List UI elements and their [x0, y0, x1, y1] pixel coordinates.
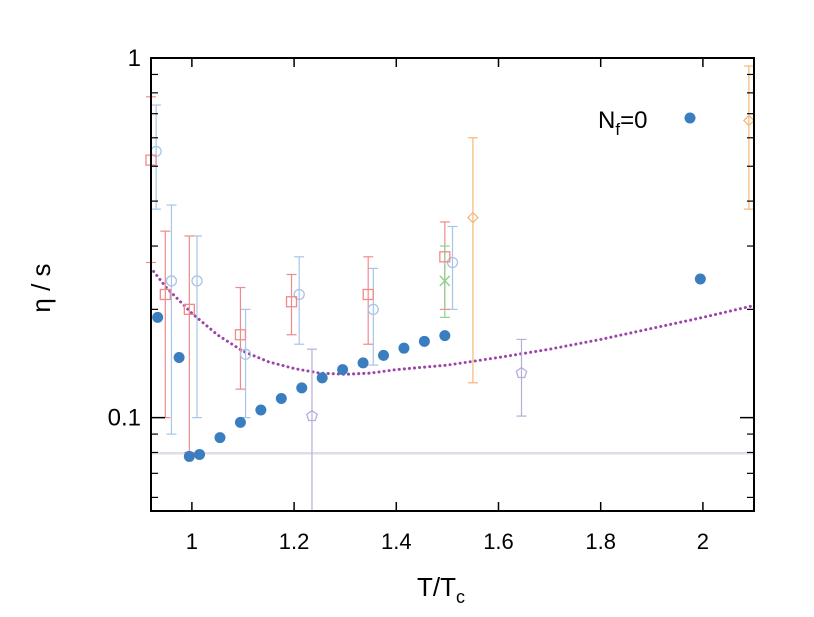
- x-tick-label: 1: [186, 529, 198, 554]
- markers-layer: [145, 114, 755, 462]
- plot-frame: [150, 57, 755, 512]
- data-point: [515, 366, 528, 379]
- model-curve: [152, 269, 756, 376]
- data-point: [234, 416, 246, 428]
- data-point: [439, 275, 451, 287]
- x-tick-label: 1.6: [483, 529, 514, 554]
- data-point: [398, 342, 410, 354]
- data-point: [742, 114, 755, 127]
- data-point: [293, 288, 305, 301]
- data-point: [418, 335, 430, 347]
- legend-marker: [684, 112, 696, 124]
- data-point: [439, 330, 451, 342]
- data-point: [191, 275, 203, 287]
- x-tick-label: 1.2: [279, 529, 310, 554]
- data-point: [367, 303, 379, 316]
- model-curve-layer: [152, 269, 756, 376]
- legend: Nf=0: [598, 107, 696, 139]
- error-bars-layer: [146, 65, 754, 511]
- data-point: [305, 409, 318, 422]
- x-tick-label: 1.4: [381, 529, 412, 554]
- data-point: [214, 432, 226, 444]
- y-tick-label: 1: [128, 45, 141, 72]
- ticks-layer: 1 1.2 1.4 1.6 1.8 2 0.1 1: [108, 45, 754, 554]
- data-point: [357, 357, 369, 369]
- data-point: [694, 273, 706, 285]
- data-point: [446, 256, 459, 269]
- data-point: [296, 382, 308, 394]
- data-point: [255, 404, 267, 416]
- data-point: [194, 448, 206, 460]
- data-point: [439, 251, 451, 263]
- data-point: [159, 288, 171, 301]
- data-point: [378, 349, 390, 361]
- x-tick-label: 2: [697, 529, 709, 554]
- data-point: [275, 393, 287, 405]
- data-point: [183, 303, 195, 316]
- data-point: [183, 450, 195, 462]
- data-point: [337, 364, 349, 376]
- data-point: [467, 211, 479, 224]
- data-point: [173, 351, 185, 363]
- data-point: [152, 311, 164, 323]
- data-point: [234, 329, 247, 341]
- data-point: [316, 372, 328, 384]
- data-point: [285, 296, 298, 308]
- y-axis-label: η / s: [26, 263, 56, 312]
- x-tick-label: 1.8: [585, 529, 616, 554]
- legend-label: Nf=0: [598, 107, 647, 139]
- y-tick-label: 0.1: [108, 405, 141, 432]
- data-point: [165, 275, 178, 287]
- data-point: [362, 288, 374, 301]
- x-axis-label: T/Tc: [417, 572, 465, 607]
- data-point: [239, 348, 252, 360]
